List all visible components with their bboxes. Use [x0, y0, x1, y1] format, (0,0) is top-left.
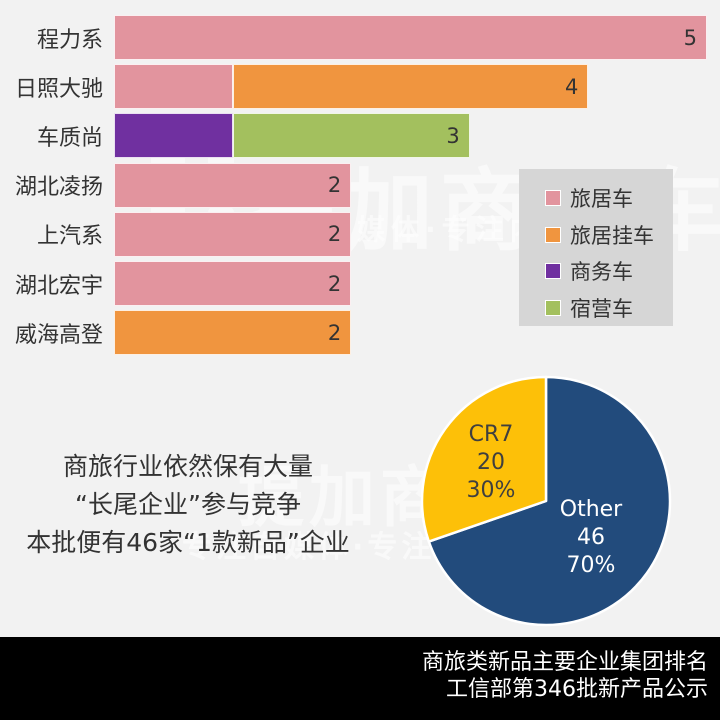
- footer-caption-bar: 商旅类新品主要企业集团排名 工信部第346批新产品公示: [0, 637, 720, 720]
- bar-segment-旅居车: [114, 64, 233, 110]
- legend-swatch-icon: [545, 190, 561, 207]
- pie-slice-other: [427, 375, 672, 627]
- annotation-text-block: 商旅行业依然保有大量 “长尾企业”参与竞争 本批便有46家“1款新品”企业: [18, 448, 358, 562]
- bar-value-label: 2: [327, 320, 342, 345]
- bar-value-label: 2: [327, 222, 342, 247]
- bar-value-label: 2: [327, 271, 342, 296]
- bar-category-label: 上汽系: [36, 224, 103, 250]
- bar-category-label: 威海高登: [14, 322, 103, 348]
- bar-segment-旅居挂车: [114, 310, 352, 356]
- legend-item-宿营车: 宿营车: [545, 290, 673, 327]
- pie-other-percent: 70%: [566, 553, 616, 578]
- bar-category-label: 湖北凌扬: [14, 175, 103, 201]
- bar-segment-商务车: [114, 113, 233, 159]
- bar-segment-旅居车: [114, 162, 352, 208]
- bar-segment-旅居车: [114, 211, 352, 257]
- pie-label-other: Other 46 70%: [546, 496, 636, 580]
- legend-item-旅居挂车: 旅居挂车: [545, 217, 673, 254]
- legend-label: 宿营车: [570, 296, 633, 321]
- legend-label: 旅居挂车: [570, 223, 654, 248]
- bar-row: 2: [114, 310, 352, 356]
- bar-category-label: 日照大驰: [14, 76, 103, 102]
- footer-title: 商旅类新品主要企业集团排名: [421, 650, 708, 675]
- bar-row: 2: [114, 261, 352, 306]
- legend-label: 旅居车: [570, 187, 633, 212]
- legend-label: 商务车: [570, 260, 633, 285]
- pie-label-cr7: CR7 20 30%: [446, 421, 536, 505]
- bar-row: 5: [114, 15, 707, 60]
- pie-cr7-label: CR7: [468, 422, 514, 447]
- bar-value-label: 5: [683, 25, 697, 50]
- pie-chart: [420, 375, 672, 627]
- annotation-line-2: “长尾企业”参与竞争: [75, 490, 301, 519]
- bar-value-label: 3: [446, 123, 460, 148]
- bar-value-label: 4: [565, 74, 579, 99]
- bar-category-label: 程力系: [36, 27, 103, 53]
- pie-cr7-value: 20: [477, 450, 505, 475]
- bar-segment-宿营车: [232, 113, 470, 159]
- legend-item-旅居车: 旅居车: [545, 180, 673, 217]
- bar-segment-旅居车: [114, 15, 707, 60]
- pie-other-value: 46: [577, 525, 605, 550]
- legend-swatch-icon: [545, 226, 561, 243]
- bar-row: 4: [114, 64, 589, 110]
- bar-chart-legend: 旅居车旅居挂车商务车宿营车: [519, 169, 673, 326]
- footer-subtitle: 工信部第346批新产品公示: [446, 677, 708, 702]
- legend-swatch-icon: [545, 263, 561, 280]
- bar-category-label: 湖北宏宇: [14, 273, 103, 299]
- pie-cr7-percent: 30%: [466, 478, 516, 503]
- annotation-line-3: 本批便有46家“1款新品”企业: [26, 528, 350, 557]
- bar-segment-旅居挂车: [232, 64, 589, 110]
- legend-item-商务车: 商务车: [545, 253, 673, 290]
- legend-swatch-icon: [545, 299, 561, 316]
- pie-slice-cr7: [420, 375, 548, 543]
- bar-row: 2: [114, 162, 352, 208]
- bar-value-label: 2: [327, 173, 342, 198]
- annotation-line-1: 商旅行业依然保有大量: [62, 452, 313, 481]
- pie-other-label: Other: [559, 497, 623, 522]
- bar-row: 3: [114, 113, 470, 159]
- bar-category-label: 车质尚: [36, 125, 103, 151]
- bar-segment-旅居车: [114, 261, 352, 306]
- bar-row: 2: [114, 211, 352, 257]
